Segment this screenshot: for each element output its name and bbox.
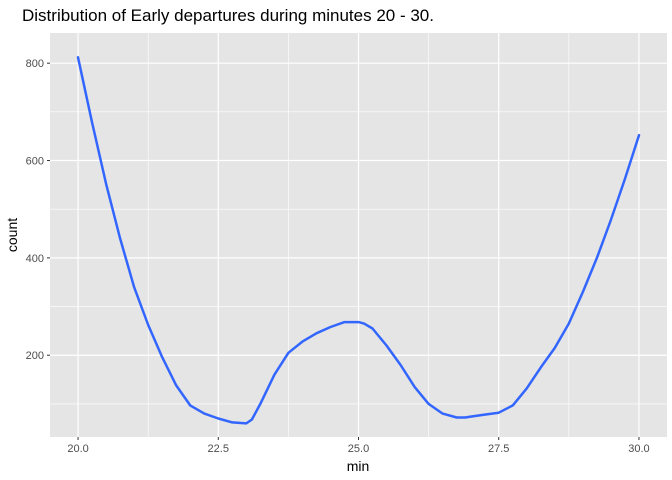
y-tick-label: 200 [26,350,44,362]
chart-title: Distribution of Early departures during … [22,6,434,25]
major-grid [50,33,667,437]
y-tick-label: 600 [26,156,44,168]
y-axis-label: count [4,218,20,252]
x-tick-label: 27.5 [488,443,509,455]
y-tick-label: 800 [26,58,44,70]
x-tick-label: 20.0 [67,443,88,455]
series-line [76,56,641,425]
x-axis: 20.0 22.5 25.0 27.5 30.0 [67,437,650,455]
y-tick-label: 400 [26,253,44,265]
x-tick-label: 30.0 [628,443,649,455]
x-axis-label: min [347,458,370,474]
x-tick-label: 25.0 [348,443,369,455]
y-axis: 200 400 600 800 [26,58,50,362]
x-tick-label: 22.5 [208,443,229,455]
